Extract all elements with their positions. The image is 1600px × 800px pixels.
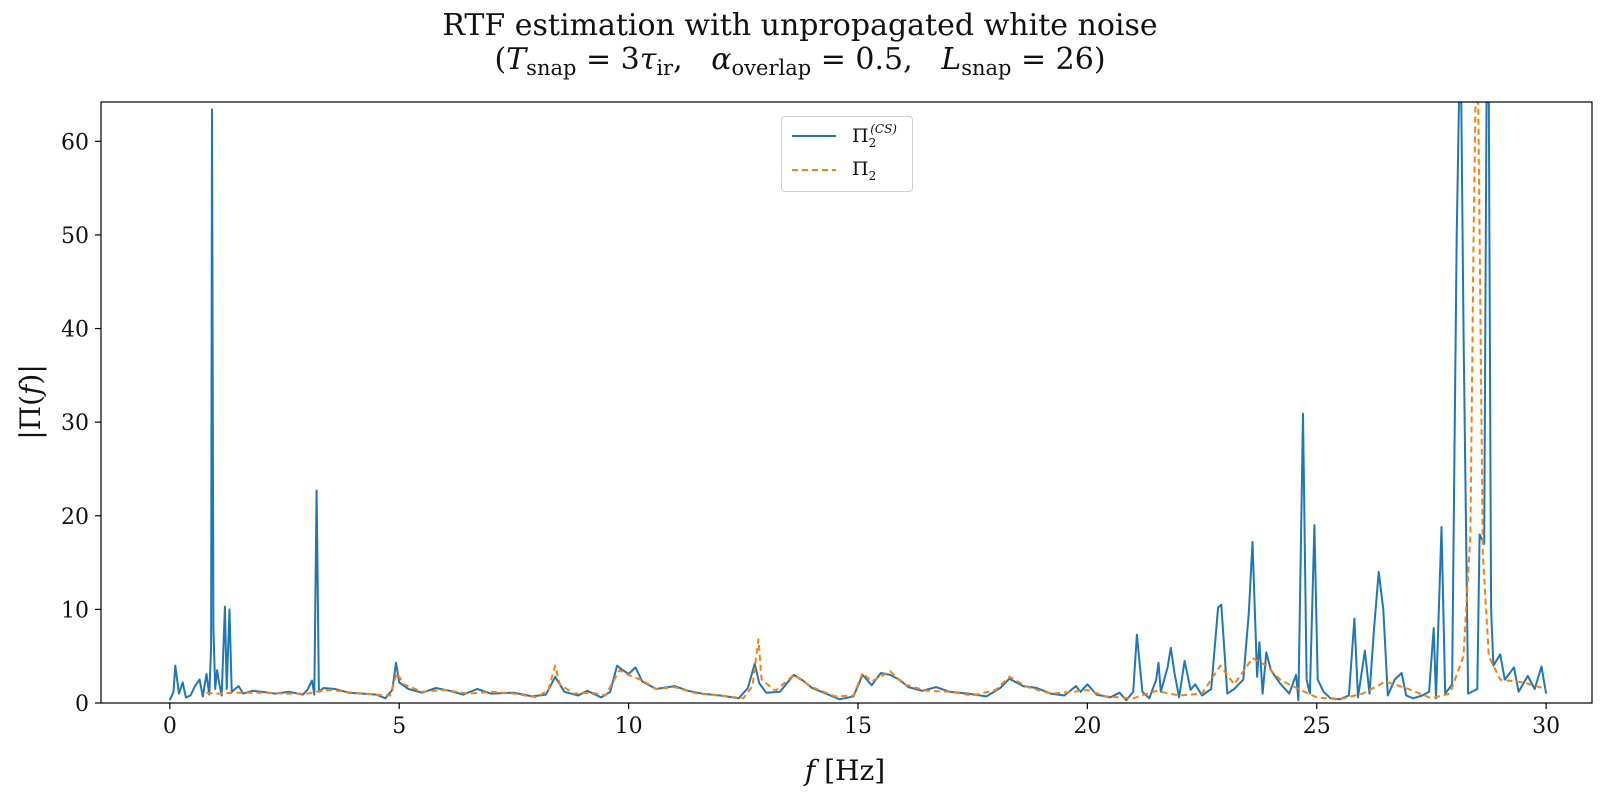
- x-axis-label: f [Hz]: [803, 754, 885, 787]
- x-tick-label: 0: [163, 714, 177, 739]
- x-tick-label: 15: [844, 714, 872, 739]
- y-tick-label: 50: [61, 224, 89, 249]
- legend-label-pi2: Π2: [852, 157, 877, 183]
- ticks-layer: 0 5 10 15 20 25 30 0 10 20 30 40 50 60: [61, 130, 1560, 739]
- y-tick-label: 20: [61, 505, 89, 530]
- x-tick-label: 10: [615, 714, 643, 739]
- y-tick-label: 60: [61, 130, 89, 155]
- y-tick-label: 40: [61, 318, 89, 343]
- legend: Π2(CS) Π2: [781, 116, 913, 192]
- series-layer: [168, 102, 1548, 702]
- y-tick-label: 10: [61, 598, 89, 623]
- x-tick-label: 25: [1303, 714, 1331, 739]
- y-axis-label: |Π(f)|: [14, 364, 47, 440]
- series-line-pi2-cs: [168, 102, 1548, 702]
- y-tick-label: 30: [61, 411, 89, 436]
- y-tick-label: 0: [75, 692, 89, 717]
- x-tick-label: 5: [392, 714, 406, 739]
- x-tick-label: 20: [1073, 714, 1101, 739]
- legend-entry-cs: Π2(CS): [790, 121, 897, 151]
- chart-subtitle: (Tsnap = 3τir, αoverlap = 0.5, Lsnap = 2…: [494, 42, 1106, 80]
- plot-frame: [100, 101, 1593, 704]
- legend-label-cs: Π2(CS): [852, 122, 897, 150]
- legend-entry-pi2: Π2: [790, 155, 876, 185]
- chart-title: RTF estimation with unpropagated white n…: [442, 8, 1158, 43]
- x-tick-label: 30: [1532, 714, 1560, 739]
